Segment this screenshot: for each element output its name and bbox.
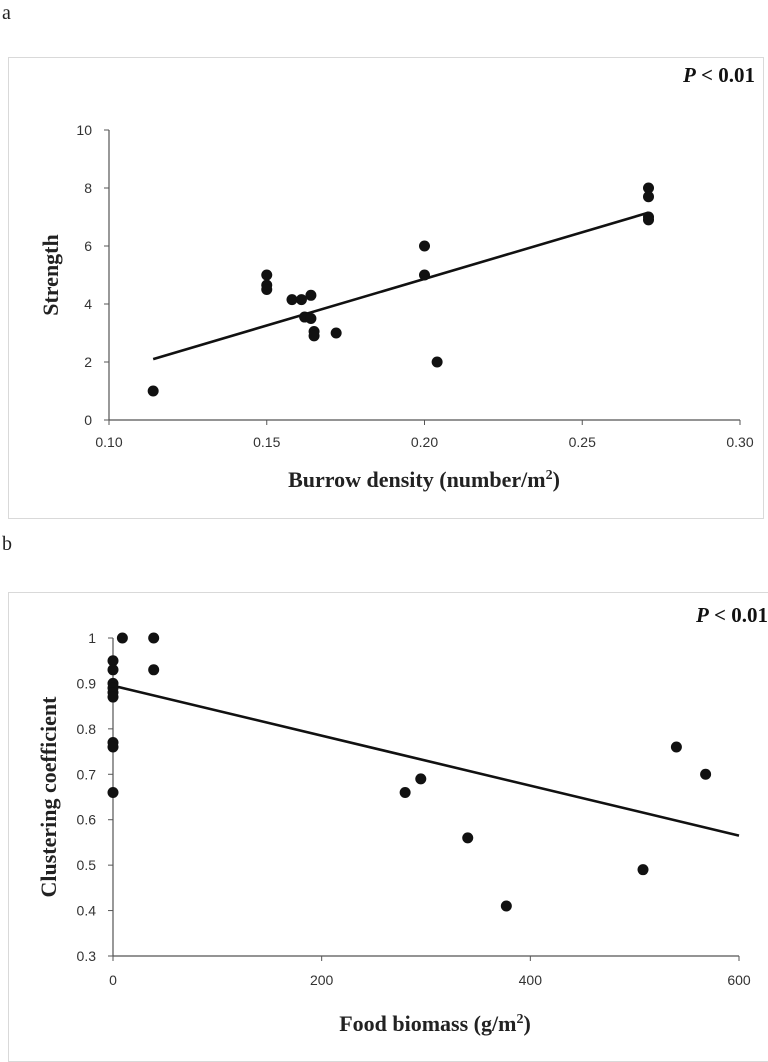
p-value-text: < 0.01 [696, 63, 755, 87]
y-tick-label-a: 6 [84, 238, 92, 254]
data-point-b [500, 900, 512, 912]
p-value-text: < 0.01 [709, 603, 768, 627]
x-axis-title-superscript: 2 [546, 468, 553, 483]
data-point-b [700, 768, 712, 780]
data-point-b [107, 691, 119, 703]
y-axis-title-a: Strength [38, 234, 63, 316]
p-value-annotation-a: P < 0.01 [682, 63, 755, 87]
panel-label-a: a [2, 2, 11, 24]
y-tick-label-a: 2 [84, 354, 92, 370]
data-point-a [286, 294, 298, 306]
x-axis-title-b: Food biomass (g/m2) [339, 1011, 531, 1036]
panel-label-b: b [2, 533, 12, 555]
data-point-b [107, 786, 119, 798]
x-axis-title-text: Burrow density (number/m [288, 467, 546, 492]
y-tick-label-a: 10 [76, 122, 92, 138]
data-point-b [462, 832, 474, 844]
x-tick-label-a: 0.15 [253, 434, 280, 450]
chart-panel-b [8, 592, 768, 1062]
data-point-a [419, 240, 430, 252]
data-point-b [148, 632, 160, 644]
y-tick-label-b: 0.6 [77, 812, 97, 828]
data-point-a [305, 289, 317, 301]
x-axis-title-suffix: ) [553, 467, 560, 492]
y-tick-label-a: 8 [84, 180, 92, 196]
data-point-a [295, 294, 307, 306]
x-tick-label-b: 0 [109, 972, 117, 988]
data-point-a [147, 385, 159, 397]
data-point-a [305, 313, 317, 324]
x-tick-label-a: 0.20 [411, 434, 438, 450]
data-point-b [107, 655, 119, 667]
x-tick-label-a: 0.30 [726, 434, 753, 450]
x-axis-title-suffix: ) [523, 1011, 530, 1036]
trendline-b [112, 684, 740, 837]
x-tick-label-b: 200 [310, 972, 334, 988]
p-value-symbol: P [682, 63, 696, 87]
chart-panel-a [8, 57, 764, 519]
data-point-b [148, 664, 160, 676]
data-point-b [107, 741, 119, 753]
data-point-a [308, 330, 320, 342]
data-point-b [637, 864, 649, 876]
data-point-a [261, 284, 273, 295]
data-point-b [415, 773, 427, 785]
data-point-a [261, 269, 273, 281]
data-point-b [670, 741, 682, 753]
data-point-a [643, 214, 655, 226]
p-value-annotation-b: P < 0.01 [695, 603, 768, 627]
y-tick-label-b: 1 [88, 630, 96, 646]
trendline-a [152, 211, 649, 361]
x-axis-title-superscript: 2 [516, 1012, 523, 1027]
data-point-b [399, 786, 411, 798]
x-axis-title-a: Burrow density (number/m2) [288, 467, 560, 492]
data-point-a [330, 327, 342, 339]
y-tick-label-a: 0 [84, 412, 92, 428]
x-tick-label-a: 0.10 [95, 434, 122, 450]
data-point-a [431, 356, 443, 368]
data-point-a [419, 269, 430, 281]
data-point-a [643, 182, 655, 194]
y-tick-label-b: 0.3 [77, 948, 97, 964]
data-point-b [107, 664, 119, 676]
x-axis-title-text: Food biomass (g/m [339, 1011, 516, 1036]
y-tick-label-b: 0.7 [77, 766, 97, 782]
y-axis-title-b: Clustering coefficient [36, 696, 61, 898]
p-value-symbol: P [695, 603, 709, 627]
x-tick-label-b: 600 [727, 972, 751, 988]
x-tick-label-b: 400 [519, 972, 543, 988]
x-tick-label-a: 0.25 [569, 434, 596, 450]
data-point-b [116, 632, 128, 644]
y-tick-label-b: 0.5 [77, 857, 97, 873]
y-tick-label-b: 0.9 [77, 675, 97, 691]
y-tick-label-b: 0.8 [77, 721, 97, 737]
data-point-a [643, 191, 655, 203]
y-tick-label-b: 0.4 [77, 903, 97, 919]
y-tick-label-a: 4 [84, 296, 92, 312]
